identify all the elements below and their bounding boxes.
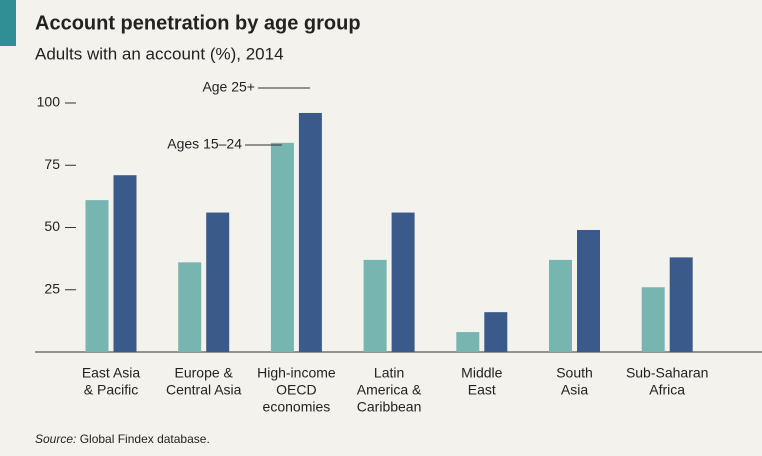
series-annotation: Ages 15–24 bbox=[167, 136, 242, 152]
bar bbox=[363, 259, 387, 352]
bar bbox=[456, 332, 480, 352]
x-tick-label: OECD bbox=[276, 382, 316, 398]
bar bbox=[669, 257, 693, 352]
bar bbox=[298, 112, 322, 353]
source: Source: Global Findex database. bbox=[35, 432, 210, 446]
x-tick-label: Sub-Saharan bbox=[626, 365, 709, 381]
bar bbox=[206, 212, 230, 352]
x-tick-label: Africa bbox=[649, 382, 685, 398]
y-tick-label: 25 bbox=[44, 280, 60, 296]
source-label: Source: bbox=[35, 432, 76, 446]
bar bbox=[178, 262, 202, 352]
x-tick-label: Asia bbox=[561, 382, 588, 398]
x-tick-label: Europe & bbox=[175, 365, 234, 381]
accent-bar bbox=[0, 0, 16, 46]
x-tick-label: South bbox=[556, 365, 593, 381]
x-tick-label: economies bbox=[263, 399, 331, 415]
x-tick-label: High-income bbox=[257, 365, 336, 381]
bar bbox=[484, 312, 508, 352]
series-annotation: Age 25+ bbox=[202, 79, 255, 95]
chart-title: Account penetration by age group bbox=[35, 12, 361, 34]
bar bbox=[577, 229, 600, 352]
x-tick-label: Latin bbox=[374, 365, 404, 381]
x-tick-label: & Pacific bbox=[84, 382, 138, 398]
source-text: Global Findex database. bbox=[80, 432, 210, 446]
x-tick-label: Middle bbox=[461, 365, 502, 381]
bar bbox=[85, 200, 109, 352]
x-tick-label: East bbox=[468, 382, 496, 398]
chart-subtitle: Adults with an account (%), 2014 bbox=[35, 44, 284, 63]
x-tick-label: America & bbox=[357, 382, 422, 398]
bar bbox=[391, 212, 415, 352]
bar bbox=[641, 287, 665, 352]
x-tick-label: Central Asia bbox=[166, 382, 242, 398]
x-tick-label: Caribbean bbox=[357, 399, 422, 415]
y-tick-label: 50 bbox=[44, 218, 60, 234]
y-tick-label: 75 bbox=[44, 156, 60, 172]
bar bbox=[113, 175, 137, 352]
bar bbox=[270, 142, 294, 352]
x-tick-label: East Asia bbox=[82, 365, 141, 381]
bar bbox=[549, 259, 572, 352]
y-tick-label: 100 bbox=[37, 94, 61, 110]
